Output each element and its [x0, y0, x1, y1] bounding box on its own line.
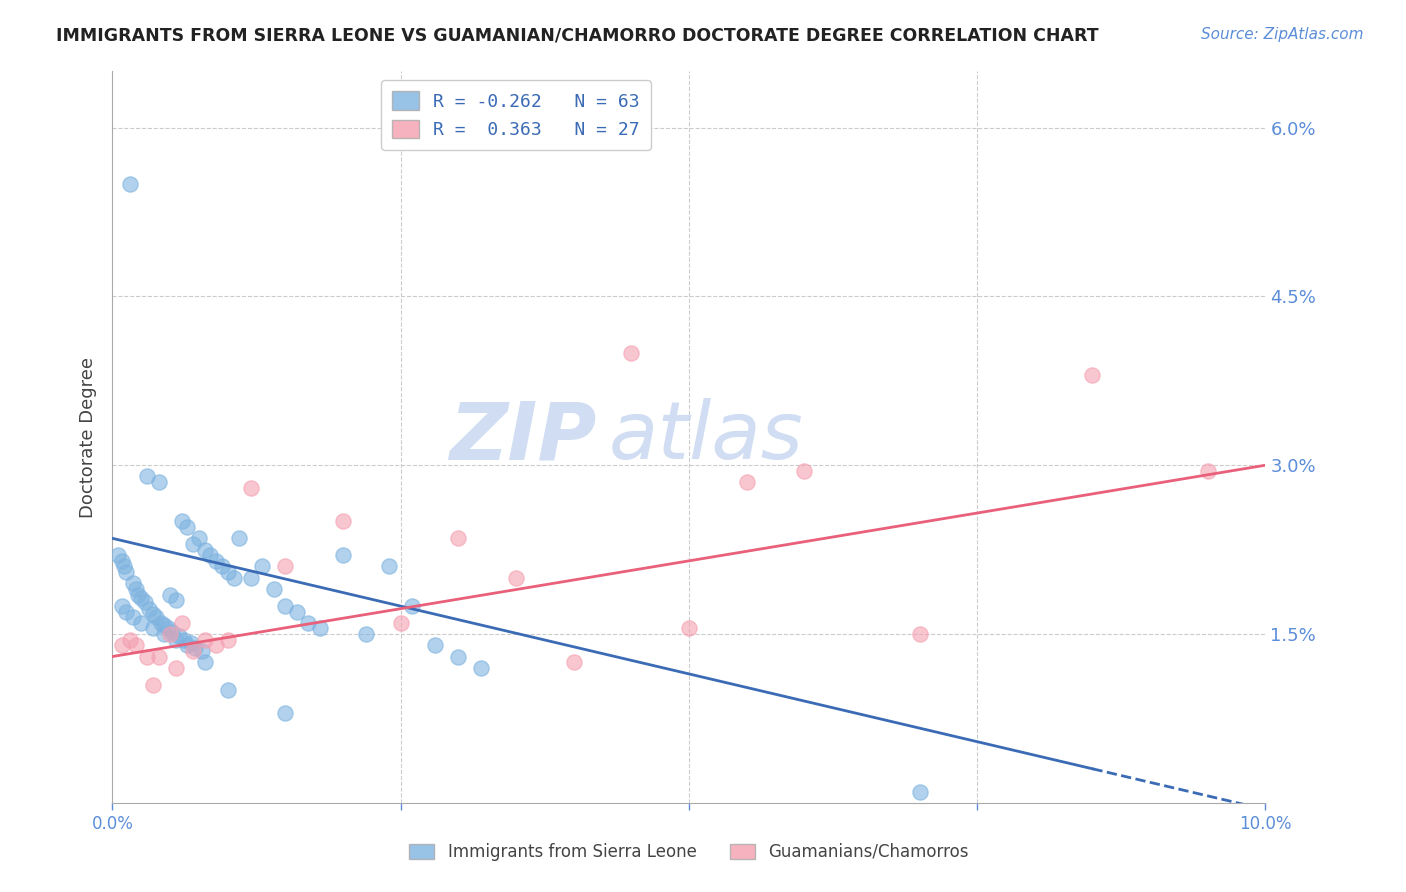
Point [107, 548, 129, 562]
Point [124, 582, 146, 596]
Point [181, 644, 204, 658]
Point [194, 655, 217, 669]
Point [122, 576, 145, 591]
Point [180, 636, 202, 650]
Point [124, 638, 146, 652]
Point [170, 515, 193, 529]
Point [1197, 464, 1219, 478]
Point [735, 475, 758, 489]
Point [159, 588, 181, 602]
Text: ZIP: ZIP [450, 398, 596, 476]
Point [239, 571, 262, 585]
Point [678, 621, 700, 635]
Point [153, 627, 176, 641]
Point [274, 559, 297, 574]
Point [332, 548, 354, 562]
Point [165, 661, 187, 675]
Point [165, 593, 187, 607]
Point [447, 649, 470, 664]
Point [184, 640, 207, 655]
Point [205, 554, 228, 568]
Point [1081, 368, 1104, 383]
Point [217, 632, 239, 647]
Point [162, 624, 184, 639]
Point [447, 532, 470, 546]
Point [149, 615, 172, 630]
Point [181, 537, 204, 551]
Point [239, 481, 262, 495]
Point [505, 571, 527, 585]
Point [200, 548, 222, 562]
Y-axis label: Doctorate Degree: Doctorate Degree [79, 357, 97, 517]
Point [309, 621, 332, 635]
Point [129, 591, 153, 605]
Point [165, 632, 187, 647]
Point [194, 542, 217, 557]
Point [297, 615, 319, 630]
Point [274, 599, 297, 613]
Point [136, 649, 159, 664]
Point [118, 632, 141, 647]
Point [562, 655, 585, 669]
Point [142, 678, 165, 692]
Point [176, 638, 198, 652]
Point [354, 627, 377, 641]
Text: IMMIGRANTS FROM SIERRA LEONE VS GUAMANIAN/CHAMORRO DOCTORATE DEGREE CORRELATION : IMMIGRANTS FROM SIERRA LEONE VS GUAMANIA… [56, 27, 1099, 45]
Point [136, 469, 159, 483]
Point [127, 588, 149, 602]
Point [191, 644, 214, 658]
Point [111, 638, 134, 652]
Point [378, 559, 401, 574]
Point [176, 520, 198, 534]
Point [115, 565, 138, 579]
Point [111, 554, 134, 568]
Point [142, 607, 165, 621]
Point [194, 632, 217, 647]
Point [138, 602, 160, 616]
Text: Source: ZipAtlas.com: Source: ZipAtlas.com [1201, 27, 1364, 42]
Point [145, 610, 167, 624]
Point [134, 595, 156, 609]
Point [425, 638, 447, 652]
Point [908, 784, 931, 798]
Point [159, 627, 181, 641]
Point [173, 632, 195, 647]
Point [156, 621, 179, 635]
Point [153, 618, 176, 632]
Point [148, 475, 170, 489]
Point [122, 610, 145, 624]
Point [205, 638, 228, 652]
Point [263, 582, 285, 596]
Point [129, 615, 153, 630]
Point [170, 615, 193, 630]
Point [389, 615, 412, 630]
Point [148, 649, 170, 664]
Point [142, 621, 165, 635]
Point [228, 532, 250, 546]
Point [217, 683, 239, 698]
Point [332, 515, 354, 529]
Point [470, 661, 492, 675]
Point [112, 559, 135, 574]
Point [111, 599, 134, 613]
Point [115, 605, 138, 619]
Point [401, 599, 423, 613]
Point [252, 559, 274, 574]
Point [285, 605, 308, 619]
Point [222, 571, 245, 585]
Point [188, 532, 211, 546]
Point [118, 177, 141, 191]
Point [211, 559, 233, 574]
Point [274, 706, 297, 720]
Text: atlas: atlas [609, 398, 803, 476]
Point [217, 565, 239, 579]
Point [620, 345, 643, 359]
Point [169, 629, 191, 643]
Point [793, 464, 815, 478]
Legend: Immigrants from Sierra Leone, Guamanians/Chamorros: Immigrants from Sierra Leone, Guamanians… [402, 837, 976, 868]
Point [908, 627, 931, 641]
